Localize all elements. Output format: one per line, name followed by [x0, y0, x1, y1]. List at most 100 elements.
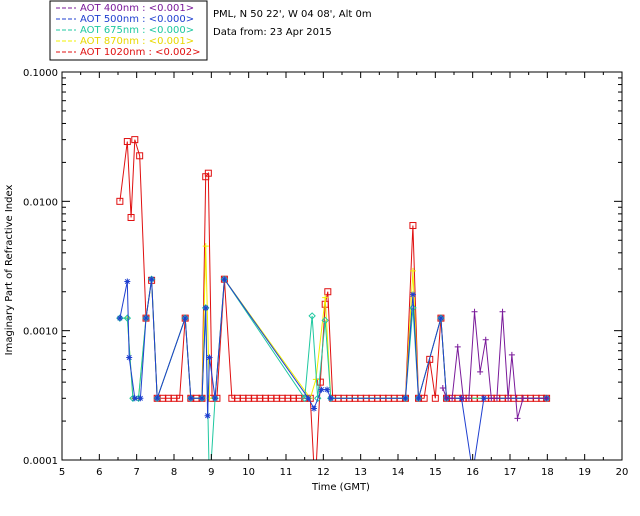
- data-point-675: [321, 316, 329, 325]
- data-point-500: [202, 304, 209, 311]
- data-point-675: [409, 304, 417, 312]
- site-annotation: PML, N 50 22', W 04 08', Alt 0m: [213, 9, 372, 20]
- x-tick-label: 10: [242, 467, 255, 478]
- data-point-500: [154, 395, 161, 402]
- legend-label-500: AOT 500nm : <0.000>: [80, 14, 194, 25]
- date-annotation: Data from: 23 Apr 2015: [213, 27, 332, 38]
- data-point-870: [409, 267, 416, 274]
- data-point-500: [480, 395, 487, 402]
- data-point-500: [324, 386, 331, 393]
- data-point-675: [308, 312, 316, 320]
- data-point-1020: [123, 138, 131, 146]
- legend-label-675: AOT 675nm : <0.000>: [80, 25, 194, 36]
- series-line-500: [119, 277, 547, 460]
- data-point-1020: [116, 197, 124, 205]
- x-tick-label: 7: [133, 467, 139, 478]
- data-point-500: [116, 315, 123, 322]
- data-point-400: [460, 395, 467, 402]
- data-point-500: [402, 395, 409, 402]
- x-tick-label: 8: [171, 467, 177, 478]
- x-tick-label: 19: [578, 467, 591, 478]
- data-point-500: [143, 315, 149, 322]
- series-line-675: [119, 277, 547, 460]
- data-point-1020: [204, 169, 212, 177]
- series-line-1020: [119, 139, 547, 460]
- data-point-400: [499, 308, 506, 315]
- series-500: [116, 276, 550, 460]
- data-point-1020: [324, 288, 332, 296]
- data-point-675: [206, 486, 212, 492]
- data-point-500: [437, 315, 444, 322]
- data-point-400: [508, 351, 515, 358]
- data-point-400: [505, 395, 512, 402]
- x-tick-label: 17: [504, 467, 517, 478]
- data-point-500: [221, 276, 228, 283]
- data-point-400: [443, 395, 450, 402]
- legend-label-400: AOT 400nm : <0.001>: [80, 3, 194, 14]
- x-tick-label: 12: [317, 467, 330, 478]
- x-tick-label: 14: [392, 467, 405, 478]
- data-point-1020: [409, 222, 417, 230]
- x-axis-label: Time (GMT): [311, 482, 370, 493]
- data-point-870: [322, 294, 329, 301]
- data-point-500: [415, 395, 422, 402]
- data-point-1020: [136, 152, 144, 160]
- legend: AOT 400nm : <0.001> AOT 500nm : <0.000> …: [56, 3, 200, 58]
- data-point-1020: [131, 136, 139, 144]
- legend-label-870: AOT 870nm : <0.001>: [80, 36, 194, 47]
- series-675: [116, 275, 551, 492]
- data-point-500: [305, 395, 312, 402]
- axes-layer: 5 6 7 8 9 10 11 12 13 14 15 16 17 18 19 20 0.1000 0.0100 0…: [23, 68, 628, 478]
- data-point-500: [212, 395, 219, 402]
- data-point-500: [124, 278, 131, 285]
- data-point-500: [199, 395, 205, 402]
- x-tick-label: 16: [466, 467, 479, 478]
- data-point-500: [318, 386, 325, 393]
- data-point-500: [311, 405, 317, 412]
- data-point-500: [131, 395, 138, 402]
- data-point-400: [454, 343, 461, 350]
- data-point-400: [471, 308, 478, 315]
- x-tick-label: 6: [96, 467, 102, 478]
- legend-label-1020: AOT 1020nm : <0.002>: [80, 47, 200, 58]
- data-point-675: [314, 394, 322, 402]
- y-axis-label: Imaginary Part of Refractive Index: [4, 185, 15, 356]
- x-tick-label: 20: [616, 467, 629, 478]
- x-tick-label: 18: [541, 467, 554, 478]
- data-point-500: [409, 291, 416, 298]
- legend-item-1020: AOT 1020nm : <0.002>: [56, 47, 200, 58]
- data-point-400: [488, 395, 495, 402]
- data-point-870: [202, 243, 209, 250]
- data-point-500: [148, 276, 155, 283]
- data-point-400: [493, 395, 500, 402]
- data-point-1020: [127, 213, 135, 221]
- x-tick-label: 9: [208, 467, 214, 478]
- legend-item-500: AOT 500nm : <0.000>: [56, 14, 194, 25]
- data-point-500: [206, 354, 213, 361]
- legend-item-870: AOT 870nm : <0.001>: [56, 36, 194, 47]
- x-tick-label: 5: [59, 467, 65, 478]
- x-tick-label: 13: [354, 467, 367, 478]
- series-870: [116, 243, 550, 402]
- data-point-500: [137, 395, 144, 402]
- data-point-500: [187, 395, 194, 402]
- series-layer: [116, 136, 551, 492]
- x-tick-label: 11: [280, 467, 293, 478]
- y-tick-label: 0.1000: [23, 68, 58, 79]
- data-point-675: [123, 314, 132, 322]
- data-point-400: [477, 368, 484, 375]
- legend-box: [49, 0, 208, 61]
- data-point-500: [327, 395, 334, 402]
- data-point-400: [520, 395, 527, 402]
- data-point-1020: [431, 394, 439, 402]
- data-point-400: [439, 385, 446, 392]
- data-point-675: [116, 314, 124, 322]
- data-point-400: [465, 395, 472, 402]
- data-point-500: [204, 412, 211, 419]
- data-point-675: [300, 394, 309, 402]
- legend-item-400: AOT 400nm : <0.001>: [56, 3, 194, 14]
- y-tick-label: 0.0001: [23, 456, 58, 467]
- data-point-1020: [316, 378, 324, 386]
